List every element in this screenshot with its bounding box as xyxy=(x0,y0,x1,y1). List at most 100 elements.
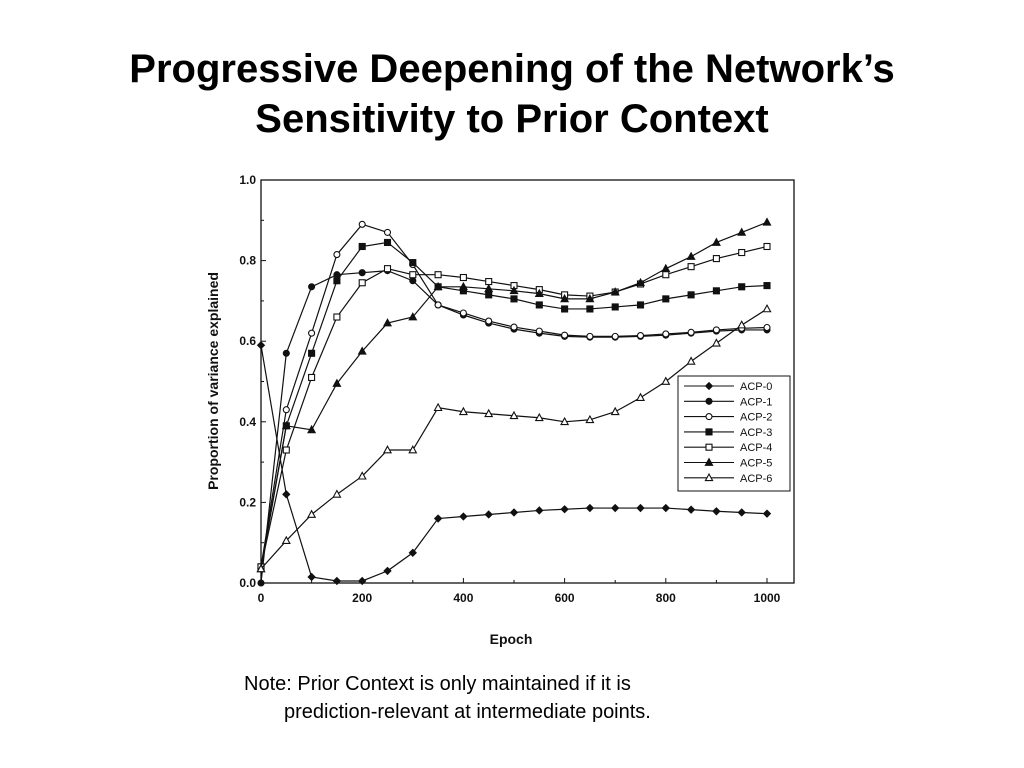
legend-item: ACP-0 xyxy=(684,381,772,393)
data-point xyxy=(409,277,417,285)
data-point xyxy=(737,320,747,329)
data-point xyxy=(535,327,543,335)
data-point xyxy=(763,282,771,290)
data-point xyxy=(458,406,468,416)
data-point xyxy=(358,576,367,586)
data-point xyxy=(307,424,317,434)
data-point xyxy=(434,301,442,309)
legend-item: ACP-6 xyxy=(684,473,772,485)
legend: ACP-0 ACP-1 ACP-2 ACP-3 ACP-4 ACP-5 ACP-6 xyxy=(677,375,791,492)
y-tick-label: 1.0 xyxy=(239,173,256,187)
data-point xyxy=(333,313,341,321)
data-point xyxy=(662,330,670,338)
legend-label: ACP-6 xyxy=(740,473,772,485)
data-point xyxy=(433,402,443,412)
series-group xyxy=(256,217,772,587)
data-point xyxy=(610,406,620,416)
data-point xyxy=(687,291,695,299)
data-point xyxy=(561,331,569,339)
data-point xyxy=(308,329,316,337)
data-point xyxy=(256,341,266,350)
y-tick-label: 0.8 xyxy=(239,254,256,268)
series-acp-5 xyxy=(256,217,772,573)
data-point xyxy=(535,301,543,309)
data-point xyxy=(661,263,671,273)
data-point xyxy=(332,378,342,387)
data-point xyxy=(484,283,494,293)
data-point xyxy=(282,406,290,414)
y-axis-title: Proportion of variance explained xyxy=(205,272,221,490)
legend-label: ACP-5 xyxy=(740,458,772,470)
data-point xyxy=(257,579,265,587)
data-point xyxy=(711,338,721,347)
data-point xyxy=(762,217,772,226)
data-point xyxy=(611,303,619,311)
data-point xyxy=(308,373,316,382)
data-point xyxy=(535,506,544,515)
data-point xyxy=(357,346,367,355)
legend-marker xyxy=(705,428,713,436)
y-tick-label: 0.6 xyxy=(239,334,256,348)
data-point xyxy=(458,281,468,291)
data-point xyxy=(409,259,417,267)
data-point xyxy=(534,412,544,422)
data-point xyxy=(712,287,720,295)
data-point xyxy=(459,512,468,521)
data-point xyxy=(763,323,771,332)
data-point xyxy=(662,295,670,303)
data-point xyxy=(357,471,367,480)
data-point xyxy=(738,283,746,291)
data-point xyxy=(585,293,595,303)
data-point xyxy=(712,507,721,516)
data-point xyxy=(711,237,721,246)
legend-item: ACP-1 xyxy=(684,396,772,408)
data-point xyxy=(610,287,620,296)
data-point xyxy=(485,317,493,325)
data-point xyxy=(586,305,594,313)
data-point xyxy=(383,265,392,273)
data-point xyxy=(560,293,570,303)
data-point xyxy=(686,356,696,365)
data-point xyxy=(586,332,594,340)
data-point xyxy=(382,445,393,454)
legend-label: ACP-2 xyxy=(740,412,772,424)
data-point xyxy=(738,248,746,257)
legend-marker xyxy=(705,443,713,451)
note-line-1: Note: Prior Context is only maintained i… xyxy=(244,673,631,695)
data-point xyxy=(509,285,519,295)
data-point xyxy=(611,503,620,513)
legend-marker xyxy=(704,381,714,391)
data-point xyxy=(687,328,695,336)
data-point xyxy=(534,288,544,297)
line-chart: 0 200 400 600 800 1000 0.0 0.2 0.4 0.6 0.8 1.0 Epoc… xyxy=(200,160,810,660)
data-point xyxy=(585,503,595,513)
note-line-2: prediction-relevant at intermediate poin… xyxy=(284,701,651,723)
legend-marker xyxy=(705,413,713,421)
data-point xyxy=(485,291,493,299)
legend-item: ACP-2 xyxy=(684,412,772,424)
data-point xyxy=(686,251,696,260)
legend-item: ACP-5 xyxy=(684,458,772,470)
data-point xyxy=(332,489,342,498)
legend-label: ACP-4 xyxy=(740,442,772,454)
data-point xyxy=(434,271,442,279)
x-tick-label: 0 xyxy=(258,591,265,605)
data-point xyxy=(712,326,720,334)
data-point xyxy=(333,277,341,285)
x-tick-label: 600 xyxy=(555,591,575,605)
legend-marker xyxy=(704,457,714,466)
data-point xyxy=(484,510,493,519)
data-point xyxy=(433,281,443,291)
legend-label: ACP-3 xyxy=(740,427,772,439)
data-point xyxy=(333,251,341,259)
data-point xyxy=(737,227,747,236)
data-point xyxy=(282,446,290,454)
data-point xyxy=(382,318,393,327)
slide-title-line-2: Sensitivity to Prior Context xyxy=(255,97,769,141)
note: Note: Prior Context is only maintained i… xyxy=(244,670,784,726)
legend-label: ACP-0 xyxy=(740,381,772,393)
data-point xyxy=(308,283,316,291)
x-tick-label: 1000 xyxy=(754,591,781,605)
data-point xyxy=(358,279,366,287)
